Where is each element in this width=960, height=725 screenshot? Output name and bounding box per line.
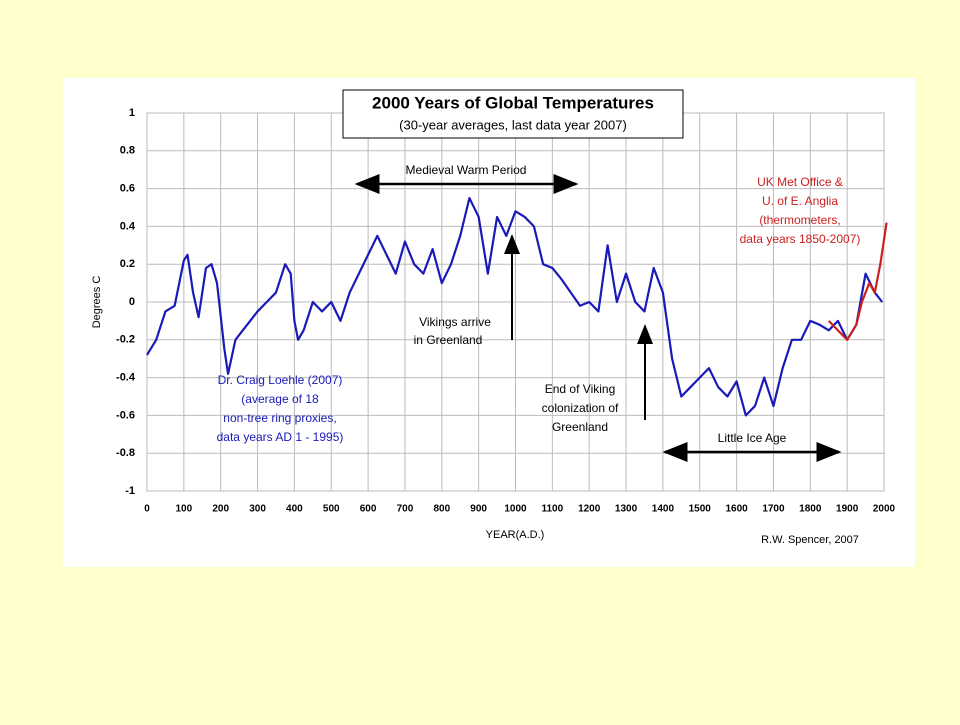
x-tick-label: 1400: [652, 504, 675, 515]
x-tick-label: 1300: [615, 504, 638, 515]
y-tick-label: -0.2: [116, 334, 135, 346]
x-axis-label: YEAR(A.D.): [486, 529, 545, 541]
y-tick-label: -0.8: [116, 447, 135, 459]
y-tick-label: -0.6: [116, 409, 135, 421]
annotation: Dr. Craig Loehle (2007): [218, 373, 343, 387]
x-tick-label: 100: [176, 504, 193, 515]
annotation: (thermometers,: [759, 213, 840, 227]
x-tick-label: 1900: [836, 504, 859, 515]
x-tick-label: 1200: [578, 504, 601, 515]
annotation: End of Viking: [545, 382, 616, 396]
x-tick-label: 1700: [762, 504, 785, 515]
y-tick-label: 0.2: [120, 258, 135, 270]
data-line: [146, 196, 884, 417]
annotation: Greenland: [552, 420, 608, 434]
chart-title: 2000 Years of Global Temperatures: [372, 93, 654, 112]
y-tick-label: 0.4: [120, 220, 136, 232]
annotation: (average of 18: [241, 392, 319, 406]
title-box: [342, 89, 684, 139]
y-tick-label: 0: [129, 296, 135, 308]
annotation: Little Ice Age: [718, 431, 787, 445]
y-tick-label: -1: [125, 485, 135, 497]
x-tick-label: 200: [212, 504, 229, 515]
x-tick-label: 900: [470, 504, 487, 515]
data-line: [827, 222, 888, 341]
x-tick-label: 600: [360, 504, 377, 515]
annotation: data years AD 1 - 1995): [217, 430, 344, 444]
x-tick-label: 1000: [504, 504, 527, 515]
x-tick-label: 2000: [873, 504, 896, 515]
y-tick-label: -0.4: [116, 372, 136, 384]
annotation: UK Met Office &: [757, 175, 843, 189]
x-tick-label: 500: [323, 504, 340, 515]
credit: R.W. Spencer, 2007: [761, 534, 859, 546]
y-tick-label: 0.6: [120, 183, 135, 195]
x-tick-label: 1100: [541, 504, 563, 515]
annotation: colonization of: [542, 401, 619, 415]
x-tick-label: 1600: [725, 504, 748, 515]
x-tick-label: 1500: [689, 504, 712, 515]
x-tick-label: 400: [286, 504, 303, 515]
annotation: Medieval Warm Period: [406, 163, 527, 177]
x-tick-label: 300: [249, 504, 266, 515]
x-tick-label: 1800: [799, 504, 822, 515]
annotation: U. of E. Anglia: [762, 194, 838, 208]
x-tick-label: 700: [397, 504, 414, 515]
y-axis-label: Degrees C: [91, 276, 103, 329]
x-tick-label: 800: [433, 504, 450, 515]
annotation: data years 1850-2007): [740, 232, 861, 246]
annotation: Vikings arrive: [419, 315, 491, 329]
annotation: in Greenland: [414, 333, 483, 347]
y-tick-label: 0.8: [120, 145, 135, 157]
chart-subtitle: (30-year averages, last data year 2007): [399, 117, 627, 132]
y-tick-label: 1: [129, 107, 135, 119]
annotation: non-tree ring proxies,: [223, 411, 336, 425]
x-tick-label: 0: [144, 504, 150, 515]
